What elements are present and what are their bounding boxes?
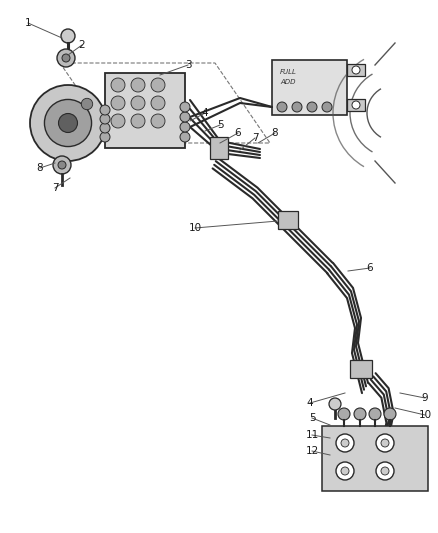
FancyBboxPatch shape xyxy=(350,360,372,378)
Circle shape xyxy=(341,439,349,447)
Circle shape xyxy=(111,114,125,128)
Circle shape xyxy=(131,114,145,128)
Circle shape xyxy=(100,114,110,124)
Circle shape xyxy=(277,102,287,112)
Circle shape xyxy=(100,123,110,133)
Text: 5: 5 xyxy=(217,120,223,130)
Text: 3: 3 xyxy=(185,60,191,70)
Text: 9: 9 xyxy=(422,393,428,403)
Circle shape xyxy=(30,85,106,161)
Text: 10: 10 xyxy=(418,410,431,420)
Circle shape xyxy=(376,434,394,452)
Circle shape xyxy=(131,78,145,92)
Circle shape xyxy=(151,96,165,110)
Text: 5: 5 xyxy=(309,413,315,423)
Circle shape xyxy=(292,102,302,112)
Circle shape xyxy=(111,96,125,110)
Text: 4: 4 xyxy=(201,108,208,118)
Circle shape xyxy=(307,102,317,112)
Circle shape xyxy=(180,122,190,132)
FancyBboxPatch shape xyxy=(347,99,365,111)
Circle shape xyxy=(131,96,145,110)
Circle shape xyxy=(352,101,360,109)
Circle shape xyxy=(381,439,389,447)
Circle shape xyxy=(352,66,360,74)
Text: 7: 7 xyxy=(52,183,58,193)
Circle shape xyxy=(336,462,354,480)
Circle shape xyxy=(381,467,389,475)
Circle shape xyxy=(100,132,110,142)
Circle shape xyxy=(151,114,165,128)
Text: 12: 12 xyxy=(305,446,318,456)
FancyBboxPatch shape xyxy=(347,64,365,76)
Circle shape xyxy=(53,156,71,174)
Circle shape xyxy=(341,467,349,475)
FancyBboxPatch shape xyxy=(272,60,347,115)
Text: ADD: ADD xyxy=(280,79,296,85)
FancyBboxPatch shape xyxy=(278,211,298,229)
Circle shape xyxy=(322,102,332,112)
Text: 10: 10 xyxy=(188,223,201,233)
Circle shape xyxy=(329,398,341,410)
Circle shape xyxy=(180,112,190,122)
Circle shape xyxy=(354,408,366,420)
Circle shape xyxy=(58,161,66,169)
Text: 2: 2 xyxy=(79,40,85,50)
Text: 8: 8 xyxy=(272,128,278,138)
Text: 6: 6 xyxy=(235,128,241,138)
Circle shape xyxy=(180,102,190,112)
Circle shape xyxy=(61,29,75,43)
Text: 8: 8 xyxy=(37,163,43,173)
Text: 4: 4 xyxy=(307,398,313,408)
Circle shape xyxy=(59,114,78,133)
Circle shape xyxy=(376,462,394,480)
FancyBboxPatch shape xyxy=(210,137,228,159)
Circle shape xyxy=(57,49,75,67)
Circle shape xyxy=(44,100,92,147)
Circle shape xyxy=(151,78,165,92)
Text: 6: 6 xyxy=(367,263,373,273)
Circle shape xyxy=(81,98,93,110)
Circle shape xyxy=(384,408,396,420)
Text: 1: 1 xyxy=(25,18,31,28)
Polygon shape xyxy=(322,426,428,491)
Text: 11: 11 xyxy=(305,430,318,440)
Text: FULL: FULL xyxy=(280,69,297,75)
Circle shape xyxy=(111,78,125,92)
Text: 7: 7 xyxy=(252,133,258,143)
FancyBboxPatch shape xyxy=(105,73,185,148)
Circle shape xyxy=(100,105,110,115)
Circle shape xyxy=(338,408,350,420)
Circle shape xyxy=(369,408,381,420)
Circle shape xyxy=(62,54,70,62)
Circle shape xyxy=(180,132,190,142)
Circle shape xyxy=(336,434,354,452)
